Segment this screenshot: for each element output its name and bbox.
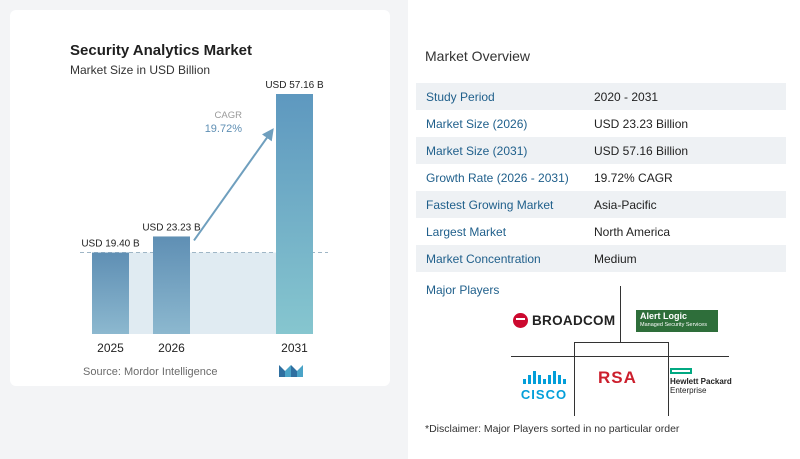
row-label: Market Size (2026) <box>426 116 528 131</box>
table-row: Market Size (2031) USD 57.16 Billion <box>416 137 786 164</box>
hpe-mark-icon <box>670 368 692 374</box>
overview-table: Study Period 2020 - 2031 Market Size (20… <box>416 83 786 272</box>
bar-value-label: USD 19.40 B <box>81 239 140 250</box>
source-label: Source: <box>83 366 121 378</box>
mordor-logo-icon <box>279 365 303 377</box>
chart-subtitle: Market Size in USD Billion <box>70 63 211 77</box>
divider <box>620 286 621 342</box>
table-row: Largest Market North America <box>416 218 786 245</box>
row-value: North America <box>594 224 671 239</box>
table-row: Fastest Growing Market Asia-Pacific <box>416 191 786 218</box>
divider <box>668 342 669 416</box>
row-value: 2020 - 2031 <box>594 89 659 104</box>
x-tick-label: 2026 <box>158 341 185 355</box>
cagr-value: 19.72% <box>205 123 243 135</box>
row-label: Largest Market <box>426 224 507 239</box>
broadcom-wordmark: BROADCOM <box>532 313 616 328</box>
row-value: USD 57.16 Billion <box>594 143 689 158</box>
baseline-area <box>129 252 276 334</box>
table-row: Market Size (2026) USD 23.23 Billion <box>416 110 786 137</box>
cisco-logo: CISCO <box>513 371 575 402</box>
broadcom-mark-icon <box>513 313 528 328</box>
cisco-wordmark: CISCO <box>520 387 568 402</box>
row-value: Asia-Pacific <box>594 197 657 212</box>
table-row: Study Period 2020 - 2031 <box>416 83 786 110</box>
hpe-line2: Enterprise <box>670 386 707 395</box>
bar-value-label: USD 57.16 B <box>265 80 324 91</box>
hpe-logo: Hewlett Packard Enterprise <box>670 368 732 395</box>
alertlogic-logo: Alert Logic Managed Security Services <box>636 310 718 332</box>
alertlogic-sub: Managed Security Services <box>640 322 707 328</box>
hpe-line1: Hewlett Packard <box>670 377 732 386</box>
row-value: Medium <box>594 251 637 266</box>
source-line: Source: Mordor Intelligence <box>83 366 218 378</box>
bar-chart: USD 19.40 B 2025 USD 23.23 B 2026 USD 57.16 … <box>80 80 328 355</box>
x-tick-label: 2025 <box>97 341 124 355</box>
row-label: Study Period <box>426 89 495 104</box>
overview-title: Market Overview <box>425 48 531 64</box>
bar <box>276 94 313 334</box>
cagr-arrow <box>193 128 274 242</box>
row-label: Market Size (2031) <box>426 143 528 158</box>
table-row: Growth Rate (2026 - 2031) 19.72% CAGR <box>416 164 786 191</box>
cisco-bars-icon <box>513 371 575 384</box>
disclaimer: *Disclaimer: Major Players sorted in no … <box>425 423 680 435</box>
bar <box>92 252 129 334</box>
divider <box>574 342 575 416</box>
bar-value-label: USD 23.23 B <box>142 222 201 233</box>
overview-panel: Market Overview Study Period 2020 - 2031… <box>408 0 800 459</box>
broadcom-logo: BROADCOM <box>513 313 615 328</box>
row-label: Growth Rate (2026 - 2031) <box>426 170 569 185</box>
alertlogic-name: Alert Logic <box>640 311 688 321</box>
source-value: Mordor Intelligence <box>123 366 218 378</box>
divider <box>574 342 668 343</box>
rsa-logo: RSA <box>598 368 637 387</box>
cagr-label: CAGR <box>215 110 243 121</box>
row-label: Fastest Growing Market <box>426 197 554 212</box>
row-value: USD 23.23 Billion <box>594 116 689 131</box>
divider <box>511 356 729 357</box>
row-value: 19.72% CAGR <box>594 170 673 185</box>
players-grid: BROADCOM Alert Logic Managed Security Se… <box>508 286 738 416</box>
major-players-title: Major Players <box>426 283 500 297</box>
bar <box>153 236 190 334</box>
row-label: Market Concentration <box>426 251 541 266</box>
table-row: Market Concentration Medium <box>416 245 786 272</box>
chart-title: Security Analytics Market <box>70 42 253 59</box>
x-tick-label: 2031 <box>281 341 308 355</box>
